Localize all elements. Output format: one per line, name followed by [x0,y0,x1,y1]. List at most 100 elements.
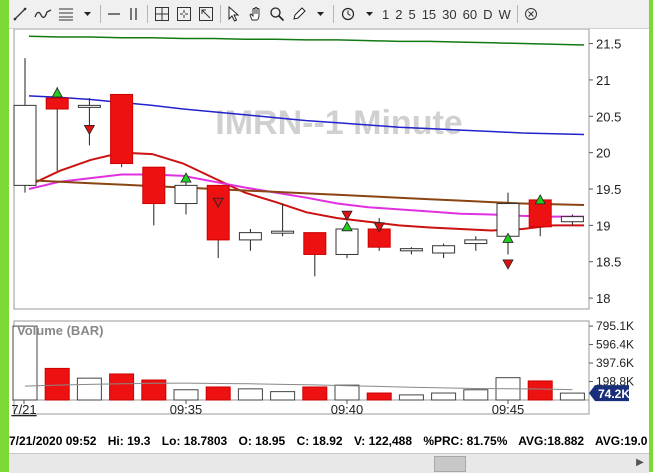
sell-signal-marker [341,210,353,222]
toolbar-separator [100,5,101,23]
status-close: C: 18.92 [296,434,343,448]
moving-average-line [28,179,585,206]
price-tick-label: 20 [596,146,610,161]
volume-bar [366,392,392,401]
candle-body-up [464,239,488,245]
fit-chart-icon[interactable] [174,3,194,25]
candle-body-up [560,216,584,223]
price-tick-label: 21.5 [596,37,621,52]
candle-body-up [271,230,295,234]
crosshair-grid-icon[interactable] [152,3,172,25]
volume-bar [527,380,553,401]
volume-bar [173,389,199,401]
volume-tick-label: 397.6K [596,356,634,370]
volume-panel-label: Volume (BAR) [17,323,103,338]
buy-signal-marker [534,194,546,205]
sell-signal-marker [83,124,96,136]
volume-bar [270,391,296,401]
toolbar-separator [220,5,221,23]
status-open: O: 18.95 [238,434,286,448]
time-tick-label: 09:35 [170,402,203,417]
price-tick-label: 20.5 [596,109,621,124]
time-tick-label: 7/21 [11,402,36,417]
volume-average-line [24,382,573,391]
zoom-magnifier-icon[interactable] [267,3,287,25]
period-button-1[interactable]: 1 [382,6,390,22]
pencil-icon[interactable] [289,3,309,25]
sell-signal-marker [373,222,385,233]
draw-trendline-icon[interactable] [10,3,30,25]
candle-body-up [432,245,456,254]
candle-body-up [335,228,359,255]
volume-bar [302,386,328,401]
volume-bar [109,373,135,401]
period-button-15[interactable]: 15 [421,6,437,22]
volume-bar [559,392,585,401]
close-circle-icon[interactable] [522,3,540,25]
history-dropdown-icon[interactable] [360,3,378,25]
candle-body-down [206,184,230,241]
scrollbar-thumb[interactable] [434,456,466,472]
candle-body-up [399,248,423,252]
last-volume-tag [589,385,629,402]
candle-body-up [174,184,198,205]
zoom-box-icon[interactable] [196,3,216,25]
status-average: AVG:18.882 [518,434,585,448]
horizontal-scrollbar[interactable]: ▶ [9,453,649,473]
time-tick-label: 09:45 [492,402,525,417]
draw-wave-icon[interactable] [32,3,54,25]
toolbar-separator [516,5,518,23]
candle-body-up [238,232,262,241]
price-tick-label: 19 [596,218,610,233]
chart-area[interactable]: IMRN--1 Minute 21.5 21 20.5 20 19.5 19 18.5 18 79… [9,28,649,439]
status-percent-range: %PRC: 81.75% [423,434,508,448]
horizontal-line-icon[interactable] [105,3,123,25]
volume-bar [398,394,424,401]
fibonacci-lines-icon[interactable] [56,3,76,25]
candle-body-down [142,166,166,205]
status-volume: V: 122,488 [353,434,412,448]
volume-bar [237,388,263,401]
price-volume-chart[interactable]: IMRN--1 Minute21.52120.52019.51918.51879… [9,28,649,439]
toolbar-separator [147,5,148,23]
price-tick-label: 18 [596,291,610,306]
volume-bar [431,392,457,401]
price-panel-frame [13,28,590,310]
volume-bar [334,384,360,401]
period-buttons: 1 2 5 15 30 60 D W [379,7,514,22]
price-tick-label: 21 [596,73,610,88]
volume-bar [12,325,38,401]
buy-signal-marker [341,220,353,232]
scroll-right-icon[interactable]: ▶ [636,457,644,468]
period-button-30[interactable]: 30 [442,6,457,22]
time-tick-label: 09:40 [331,402,364,417]
moving-average-line [28,35,585,46]
right-accent-bar [649,0,653,472]
toolbar-separator [333,5,334,23]
volume-bar [76,377,102,401]
status-average-2: AVG:19.0 [594,434,648,448]
price-tick-label: 19.5 [596,182,621,197]
tools-dropdown-icon[interactable] [78,3,96,25]
time-axis-frame [13,399,590,415]
buy-signal-marker [180,172,192,183]
chart-toolbar: 1 2 5 15 30 60 D W [9,0,649,29]
pointer-icon[interactable] [225,3,243,25]
status-low: Lo: 18.7803 [161,434,228,448]
vertical-lines-icon[interactable] [125,3,143,25]
sell-signal-marker [502,259,514,270]
moving-average-line [28,173,584,218]
volume-bar [141,379,167,401]
hand-pan-icon[interactable] [245,3,265,25]
period-button-2[interactable]: 2 [395,6,403,22]
history-clock-icon[interactable] [338,3,358,25]
candle-body-up [13,104,37,186]
candle-body-up [77,104,101,108]
period-button-60[interactable]: 60 [462,6,478,22]
period-button-w[interactable]: W [498,6,511,22]
sell-signal-marker [212,197,224,208]
period-button-5[interactable]: 5 [408,6,416,22]
buy-signal-marker [502,232,514,243]
period-button-d[interactable]: D [483,6,493,22]
pencil-dropdown-icon[interactable] [311,3,329,25]
